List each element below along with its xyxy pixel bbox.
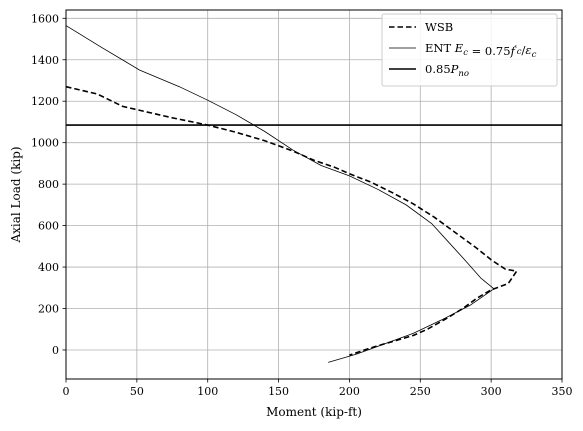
y-tick-label: 600 [38,220,59,233]
legend-box [381,13,558,87]
y-tick-label: 400 [38,261,59,274]
x-tick-label: 0 [63,385,70,398]
legend: WSB ENT Ec = 0.75f′c/εc 0.85Pno [381,13,558,87]
y-tick-label: 200 [38,303,59,316]
x-tick-label: 300 [481,385,502,398]
series-wsb [65,85,518,356]
axis-tick-labels: 0 50 100 150 200 250 300 350 0 200 400 600 800 1000 12… [31,12,573,398]
x-tick-label: 350 [552,385,573,398]
x-tick-label: 50 [130,385,144,398]
legend-label-ent: ENT Ec = 0.75f′c/εc [425,41,537,60]
y-tick-label: 1600 [31,12,59,25]
x-tick-label: 200 [339,385,360,398]
y-tick-label: 1200 [31,95,59,108]
y-tick-label: 0 [52,344,59,357]
y-tick-label: 1400 [31,54,59,67]
axis-ticks [62,17,563,383]
y-axis-label: Axial Load (kip) [9,146,23,243]
y-tick-label: 1000 [31,137,59,150]
plot-area-frame [65,9,563,380]
series-ent [65,25,495,363]
legend-label-wsb: WSB [425,20,453,34]
x-tick-label: 150 [268,385,289,398]
series-layer [65,25,562,363]
x-tick-label: 100 [197,385,218,398]
legend-label-085pno: 0.85Pno [425,62,469,79]
y-tick-label: 800 [38,178,59,191]
x-axis-label: Moment (kip-ft) [266,405,362,419]
x-tick-label: 250 [410,385,431,398]
